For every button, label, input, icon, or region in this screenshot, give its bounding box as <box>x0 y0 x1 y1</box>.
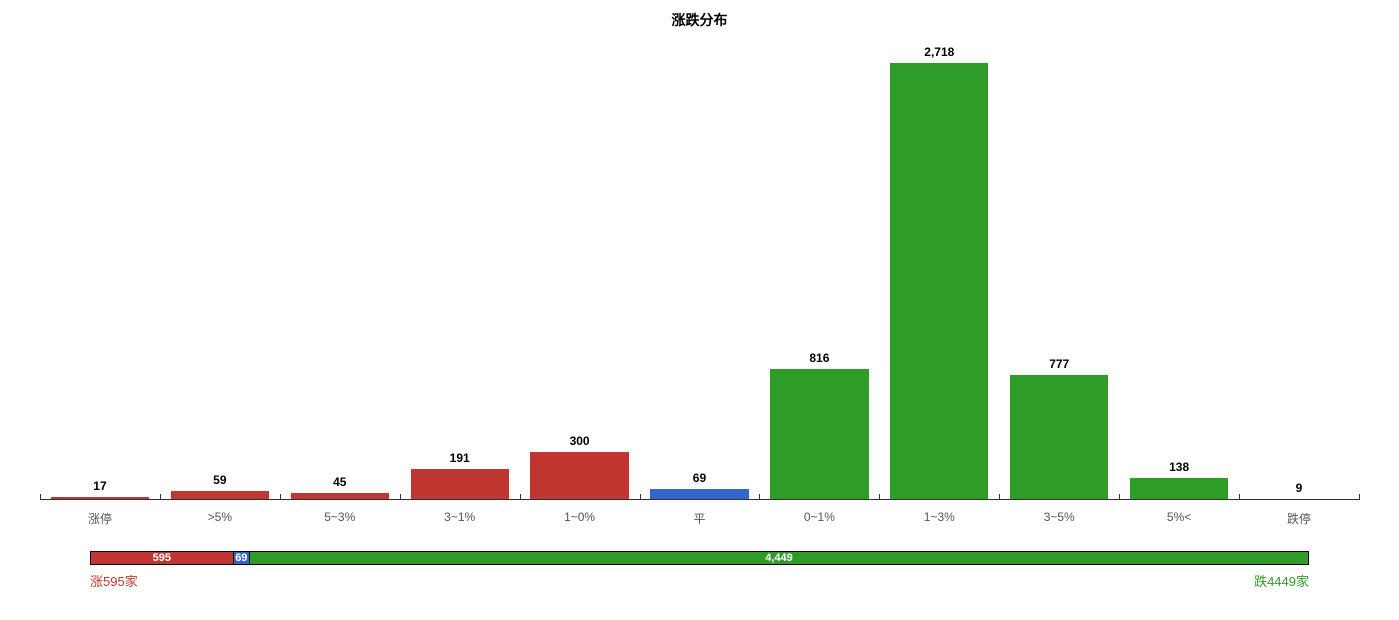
summary-strip: 595694,449 涨595家 跌4449家 <box>90 551 1309 590</box>
summary-bar: 595694,449 <box>90 551 1309 565</box>
bar-column: 816 <box>759 40 879 500</box>
bar-value-label: 9 <box>1296 481 1303 495</box>
bar-value-label: 300 <box>570 434 590 448</box>
bar-value-label: 777 <box>1049 357 1069 371</box>
bar-value-label: 59 <box>213 473 226 487</box>
x-tick <box>759 494 760 500</box>
x-tick <box>280 494 281 500</box>
x-tick <box>1359 494 1360 500</box>
x-tick <box>40 494 41 500</box>
chart-area: 175945191300698162,7187771389 涨停>5%5~3%3… <box>40 40 1359 530</box>
bar-value-label: 191 <box>450 451 470 465</box>
summary-desc-down: 跌4449家 <box>1254 571 1309 590</box>
category-label: 5~3% <box>280 506 400 530</box>
bar-column: 2,718 <box>879 40 999 500</box>
summary-segment-down: 4,449 <box>249 552 1308 564</box>
x-tick <box>640 494 641 500</box>
x-tick <box>879 494 880 500</box>
bar-column: 17 <box>40 40 160 500</box>
bar-column: 300 <box>520 40 640 500</box>
category-label: 3~1% <box>400 506 520 530</box>
bar-column: 777 <box>999 40 1119 500</box>
bar-value-label: 138 <box>1169 460 1189 474</box>
x-tick <box>520 494 521 500</box>
bar <box>530 452 628 500</box>
bar <box>890 63 988 500</box>
category-label: 平 <box>640 506 760 530</box>
bar-column: 59 <box>160 40 280 500</box>
summary-desc-up: 涨595家 <box>90 571 138 590</box>
x-tick <box>1239 494 1240 500</box>
category-labels-row: 涨停>5%5~3%3~1%1~0%平0~1%1~3%3~5%5%<跌停 <box>40 506 1359 530</box>
x-tick <box>400 494 401 500</box>
bar-column: 69 <box>640 40 760 500</box>
x-tick <box>999 494 1000 500</box>
category-label: 5%< <box>1119 506 1239 530</box>
bar-column: 191 <box>400 40 520 500</box>
bar-value-label: 69 <box>693 471 706 485</box>
x-axis-ticks <box>40 494 1359 500</box>
bar-column: 138 <box>1119 40 1239 500</box>
chart-title: 涨跌分布 <box>0 10 1399 30</box>
summary-labels: 涨595家 跌4449家 <box>90 571 1309 590</box>
bar-column: 45 <box>280 40 400 500</box>
bar-value-label: 17 <box>93 479 106 493</box>
bar-value-label: 816 <box>809 351 829 365</box>
category-label: 涨停 <box>40 506 160 530</box>
bar-value-label: 2,718 <box>924 45 954 59</box>
chart-container: 涨跌分布 17 59 45 191 300 69 816 2,718 777 138 9 涨停>5%… <box>0 0 1399 620</box>
bar <box>770 369 868 500</box>
category-label: 1~0% <box>520 506 640 530</box>
summary-segment-flat: 69 <box>233 552 249 564</box>
category-label: 0~1% <box>759 506 879 530</box>
bar-value-label: 45 <box>333 475 346 489</box>
category-label: 3~5% <box>999 506 1119 530</box>
x-tick <box>1119 494 1120 500</box>
category-label: 1~3% <box>879 506 999 530</box>
summary-segment-up: 595 <box>91 552 233 564</box>
category-label: 跌停 <box>1239 506 1359 530</box>
bar <box>1010 375 1108 500</box>
bar-column: 9 <box>1239 40 1359 500</box>
category-label: >5% <box>160 506 280 530</box>
plot-region: 17 59 45 191 300 69 816 2,718 777 138 9 <box>40 40 1359 500</box>
x-tick <box>160 494 161 500</box>
